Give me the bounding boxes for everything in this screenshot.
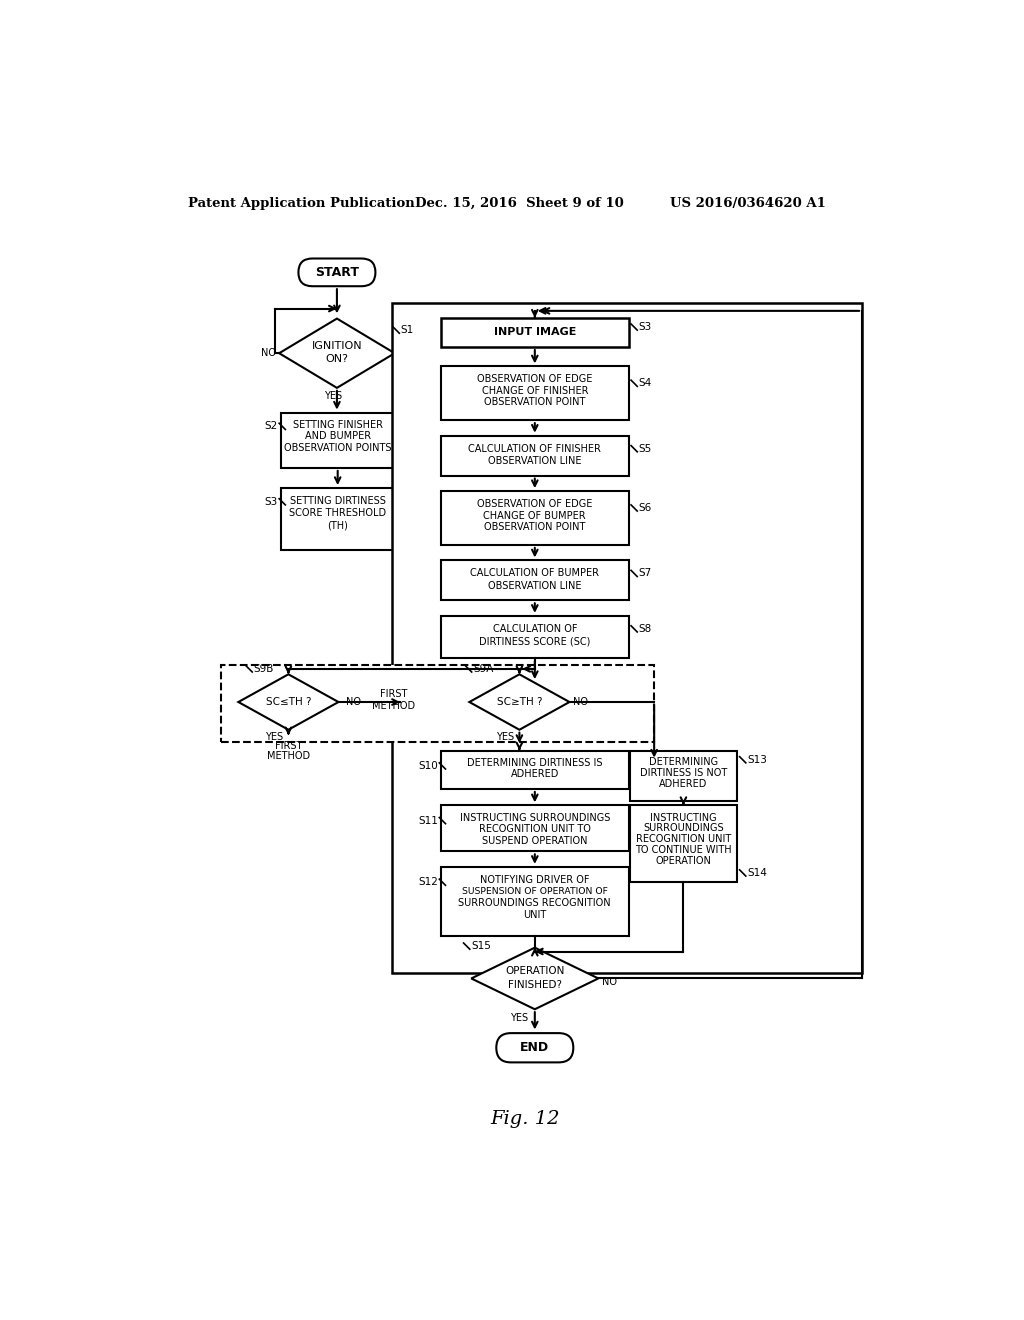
FancyBboxPatch shape [441,805,629,851]
Text: SETTING DIRTINESS: SETTING DIRTINESS [290,496,386,506]
Text: YES: YES [497,733,515,742]
Text: AND BUMPER: AND BUMPER [304,432,371,441]
FancyBboxPatch shape [281,412,394,469]
FancyBboxPatch shape [441,367,629,420]
FancyBboxPatch shape [630,805,737,882]
Text: INPUT IMAGE: INPUT IMAGE [494,327,575,338]
Text: FIRST: FIRST [380,689,408,700]
Text: OBSERVATION POINT: OBSERVATION POINT [484,397,586,408]
Text: S6: S6 [639,503,652,513]
Text: FINISHED?: FINISHED? [508,979,562,990]
Text: CHANGE OF BUMPER: CHANGE OF BUMPER [483,511,586,520]
Text: Patent Application Publication: Patent Application Publication [188,197,415,210]
Text: OPERATION: OPERATION [655,855,712,866]
FancyBboxPatch shape [441,615,629,659]
FancyBboxPatch shape [281,488,394,549]
Text: YES: YES [265,733,284,742]
Text: SC≥TH ?: SC≥TH ? [497,697,542,708]
FancyBboxPatch shape [298,259,376,286]
Text: OBSERVATION POINT: OBSERVATION POINT [484,523,586,532]
Text: OBSERVATION OF EDGE: OBSERVATION OF EDGE [477,499,593,510]
Text: ON?: ON? [326,354,348,364]
Text: YES: YES [324,391,342,400]
Text: METHOD: METHOD [373,701,416,711]
Text: END: END [520,1041,549,1055]
Text: S11: S11 [418,816,438,825]
FancyBboxPatch shape [441,318,629,347]
Text: S13: S13 [748,755,767,764]
Text: SURROUNDINGS RECOGNITION: SURROUNDINGS RECOGNITION [459,898,611,908]
Text: DIRTINESS IS NOT: DIRTINESS IS NOT [640,768,727,777]
Text: TO CONTINUE WITH: TO CONTINUE WITH [635,845,732,855]
Text: UNIT: UNIT [523,909,547,920]
Polygon shape [469,675,569,730]
Text: OBSERVATION POINTS: OBSERVATION POINTS [284,444,391,453]
FancyBboxPatch shape [630,751,737,800]
Text: ADHERED: ADHERED [511,770,559,779]
Polygon shape [280,318,394,388]
Text: CALCULATION OF FINISHER: CALCULATION OF FINISHER [468,444,601,454]
Text: S3: S3 [264,496,278,507]
Text: S8: S8 [639,624,652,634]
Text: CALCULATION OF BUMPER: CALCULATION OF BUMPER [470,569,599,578]
Text: S10: S10 [418,760,438,771]
Text: DIRTINESS SCORE (SC): DIRTINESS SCORE (SC) [479,636,591,647]
FancyBboxPatch shape [441,436,629,475]
FancyBboxPatch shape [221,665,654,742]
Text: NO: NO [602,977,616,987]
Text: SURROUNDINGS: SURROUNDINGS [643,824,724,833]
Text: OBSERVATION LINE: OBSERVATION LINE [488,581,582,591]
Text: SUSPEND OPERATION: SUSPEND OPERATION [482,836,588,846]
Text: S12: S12 [418,878,438,887]
Text: DETERMINING: DETERMINING [649,758,718,767]
FancyBboxPatch shape [441,867,629,936]
Text: START: START [315,265,359,279]
Text: NO: NO [572,697,588,708]
FancyBboxPatch shape [441,751,629,789]
Text: YES: YES [510,1014,528,1023]
Text: S9B: S9B [254,664,274,675]
Text: S4: S4 [639,379,652,388]
Text: RECOGNITION UNIT TO: RECOGNITION UNIT TO [479,824,591,834]
Text: (TH): (TH) [328,520,348,531]
Text: OPERATION: OPERATION [505,966,564,975]
Text: INSTRUCTING: INSTRUCTING [650,813,717,822]
Text: ADHERED: ADHERED [659,779,708,788]
Text: RECOGNITION UNIT: RECOGNITION UNIT [636,834,731,843]
Text: CALCULATION OF: CALCULATION OF [493,624,578,634]
Text: S7: S7 [639,569,652,578]
Text: NO: NO [346,697,361,708]
Text: S1: S1 [400,325,414,335]
Text: SC≤TH ?: SC≤TH ? [265,697,311,708]
Text: S15: S15 [471,941,492,952]
Text: NOTIFYING DRIVER OF: NOTIFYING DRIVER OF [480,875,590,884]
Text: METHOD: METHOD [267,751,310,760]
Text: CHANGE OF FINISHER: CHANGE OF FINISHER [481,385,588,396]
Text: S2: S2 [264,421,278,432]
FancyBboxPatch shape [441,491,629,545]
Text: DETERMINING DIRTINESS IS: DETERMINING DIRTINESS IS [467,758,602,768]
FancyBboxPatch shape [497,1034,573,1063]
Text: INSTRUCTING SURROUNDINGS: INSTRUCTING SURROUNDINGS [460,813,610,822]
Polygon shape [239,675,339,730]
Text: S3: S3 [639,322,652,333]
Text: FIRST: FIRST [274,741,302,751]
Text: NO: NO [261,348,275,358]
Text: S5: S5 [639,444,652,454]
Text: OBSERVATION OF EDGE: OBSERVATION OF EDGE [477,375,593,384]
FancyBboxPatch shape [392,304,862,973]
Text: Dec. 15, 2016  Sheet 9 of 10: Dec. 15, 2016 Sheet 9 of 10 [416,197,625,210]
Text: Fig. 12: Fig. 12 [490,1110,559,1129]
Text: OBSERVATION LINE: OBSERVATION LINE [488,455,582,466]
Text: SCORE THRESHOLD: SCORE THRESHOLD [289,508,386,519]
FancyBboxPatch shape [441,561,629,601]
Text: US 2016/0364620 A1: US 2016/0364620 A1 [670,197,825,210]
Text: SUSPENSION OF OPERATION OF: SUSPENSION OF OPERATION OF [462,887,608,896]
Text: S14: S14 [748,869,767,878]
Polygon shape [471,948,598,1010]
Text: IGNITION: IGNITION [311,341,362,351]
Text: SETTING FINISHER: SETTING FINISHER [293,420,383,430]
Text: S9A: S9A [473,664,494,675]
